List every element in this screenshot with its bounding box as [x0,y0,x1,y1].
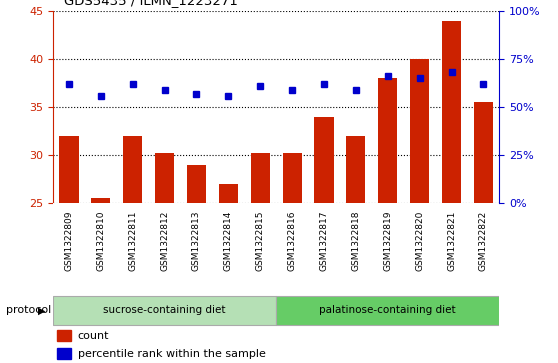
Text: palatinose-containing diet: palatinose-containing diet [320,305,456,315]
Text: GSM1322812: GSM1322812 [160,211,169,271]
Bar [187,165,206,203]
Text: GSM1322820: GSM1322820 [415,211,424,271]
Bar [347,136,365,203]
Text: GSM1322819: GSM1322819 [383,211,392,271]
Text: GSM1322818: GSM1322818 [352,211,360,271]
Bar [219,184,238,203]
Bar [315,117,334,203]
Bar [57,348,71,359]
Text: sucrose-containing diet: sucrose-containing diet [103,305,226,315]
Text: GSM1322817: GSM1322817 [320,211,329,271]
Bar [378,78,397,203]
Bar [251,153,270,203]
Text: GSM1322815: GSM1322815 [256,211,264,271]
Text: GSM1322816: GSM1322816 [288,211,297,271]
Text: protocol: protocol [6,305,51,315]
Bar [53,295,276,325]
Bar [276,295,499,325]
Text: GSM1322809: GSM1322809 [65,211,74,271]
Text: percentile rank within the sample: percentile rank within the sample [78,349,266,359]
Bar [155,153,174,203]
Text: GSM1322822: GSM1322822 [479,211,488,271]
Bar [59,136,79,203]
Bar [92,199,110,203]
Bar [57,330,71,341]
Text: GSM1322811: GSM1322811 [128,211,137,271]
Bar [442,20,461,203]
Text: GSM1322821: GSM1322821 [447,211,456,271]
Text: GSM1322814: GSM1322814 [224,211,233,271]
Text: GDS5435 / ILMN_1223271: GDS5435 / ILMN_1223271 [64,0,238,7]
Text: GSM1322810: GSM1322810 [97,211,105,271]
Bar [123,136,142,203]
Bar [410,59,429,203]
Text: GSM1322813: GSM1322813 [192,211,201,271]
Text: ▶: ▶ [38,305,45,315]
Bar [474,102,493,203]
Bar [282,153,302,203]
Text: count: count [78,331,109,341]
